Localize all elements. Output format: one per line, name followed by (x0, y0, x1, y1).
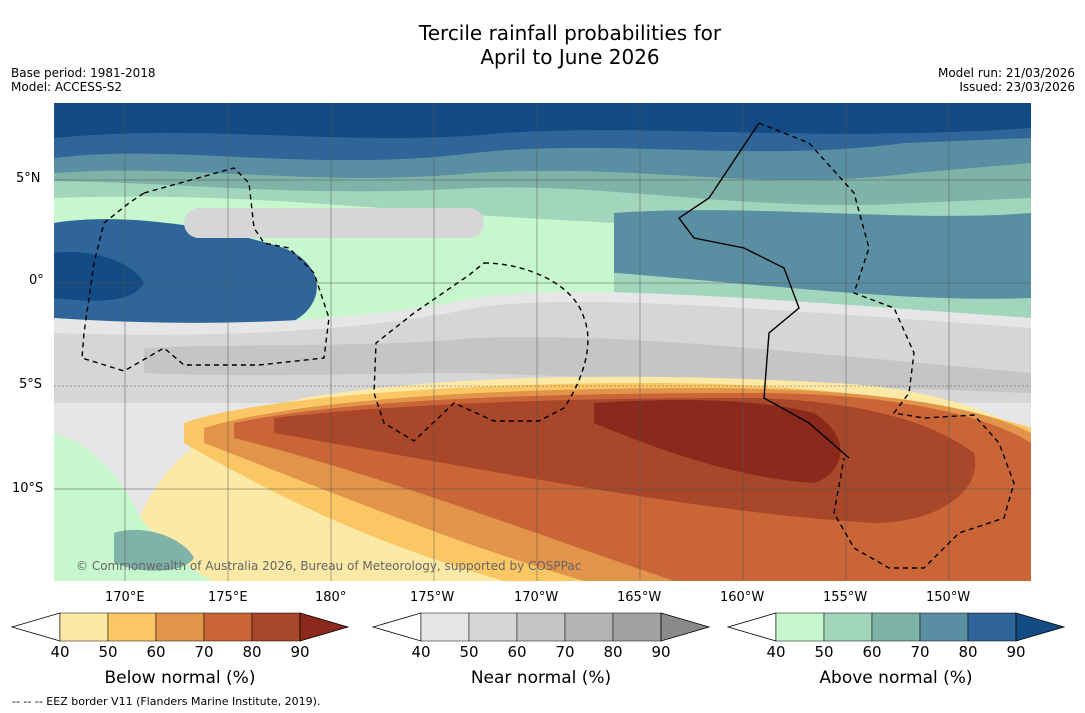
colorbar-above-high-arrow (1015, 612, 1066, 642)
colorbar-above-segment (823, 612, 873, 642)
colorbar-below-tick: 80 (242, 643, 262, 661)
east-teal (614, 210, 1031, 304)
colorbar-below-low-arrow (10, 612, 61, 642)
colorbar-title-above: Above normal (%) (819, 668, 973, 688)
colorbar-below-segment (155, 612, 205, 642)
lon-label-150w: 150°W (926, 590, 971, 605)
colorbar-near-tick: 40 (411, 643, 431, 661)
colorbar-below-tick: 40 (50, 643, 70, 661)
colorbar-near-segment (564, 612, 614, 642)
lon-label-160w: 160°W (720, 590, 765, 605)
colorbar-above-segment (919, 612, 969, 642)
colorbar-below-segment (203, 612, 253, 642)
colorbar-near-segment (420, 612, 470, 642)
colorbar-above-tick: 50 (814, 643, 834, 661)
lat-label-10s: 10°S (12, 481, 44, 496)
colorbar-near-segment (516, 612, 566, 642)
colorbar-above-segment (775, 612, 825, 642)
colorbar-below-tick: 90 (290, 643, 310, 661)
colorbar-above-low-arrow (726, 612, 777, 642)
title-line-2: April to June 2026 (480, 45, 660, 69)
colorbar-near-high-arrow (660, 612, 711, 642)
eez-borders (81, 122, 1015, 569)
lon-label-175e: 175°E (208, 590, 248, 605)
colorbar-near-segment (468, 612, 518, 642)
colorbar-above-tick: 40 (766, 643, 786, 661)
band-below-90 (594, 400, 841, 483)
colorbars (10, 612, 1066, 642)
eez-line-islands (758, 122, 1015, 569)
eez-phoenix (373, 262, 589, 442)
west-deepest-blue (54, 252, 144, 301)
colorbar-near-tick: 60 (507, 643, 527, 661)
colorbar-below-high-arrow (299, 612, 350, 642)
map-copyright: © Commonwealth of Australia 2026, Bureau… (76, 559, 581, 573)
base-period: Base period: 1981-2018 (11, 66, 156, 80)
model-name: Model: ACCESS-S2 (11, 80, 123, 94)
colorbar-title-near: Near normal (%) (470, 668, 612, 688)
colorbar-below-segment (59, 612, 109, 642)
lon-label-180: 180° (315, 590, 347, 605)
colorbar-near-low-arrow (371, 612, 422, 642)
colorbar-below-tick: 50 (98, 643, 118, 661)
colorbar-near-tick: 70 (555, 643, 575, 661)
lon-label-155w: 155°W (823, 590, 868, 605)
lon-label-170e: 170°E (105, 590, 145, 605)
colorbar-below-segment (251, 612, 301, 642)
rainfall-map: © Commonwealth of Australia 2026, Bureau… (54, 103, 1031, 581)
issued-date: Issued: 23/03/2026 (959, 80, 1075, 94)
lon-label-175w: 175°W (410, 590, 455, 605)
colorbar-near-segment (612, 612, 662, 642)
colorbar-below-segment (107, 612, 157, 642)
colorbar-above-tick: 80 (958, 643, 978, 661)
colorbar-below-tick: 70 (194, 643, 214, 661)
colorbar-above-segment (967, 612, 1017, 642)
band-near-60 (144, 337, 1031, 393)
colorbar-below-tick: 60 (146, 643, 166, 661)
footer-eez-note: -- -- -- EEZ border V11 (Flanders Marine… (12, 695, 321, 708)
eez-tuvalu-kiribati-west (81, 167, 330, 372)
lat-label-5s: 5°S (19, 377, 43, 392)
lon-label-165w: 165°W (617, 590, 662, 605)
colorbar-near-tick: 50 (459, 643, 479, 661)
colorbar-above-segment (871, 612, 921, 642)
lat-label-0: 0° (29, 273, 44, 288)
north-gray-patch (184, 208, 484, 238)
title-line-1: Tercile rainfall probabilities for (418, 21, 722, 45)
grid-lines (54, 103, 1031, 581)
colorbar-above-tick: 70 (910, 643, 930, 661)
colorbar-title-below: Below normal (%) (104, 668, 256, 688)
colorbar-above-tick: 60 (862, 643, 882, 661)
southwest-teal (114, 529, 194, 571)
colorbar-near-tick: 80 (603, 643, 623, 661)
west-deep-blue (54, 219, 317, 333)
colorbar-near-tick: 90 (651, 643, 671, 661)
southwest-green (54, 433, 214, 581)
model-run: Model run: 21/03/2026 (937, 66, 1075, 80)
lon-label-170w: 170°W (514, 590, 559, 605)
colorbar-above-tick: 90 (1006, 643, 1026, 661)
lat-label-5n: 5°N (16, 171, 41, 186)
eez-line-islands-north (677, 122, 850, 459)
